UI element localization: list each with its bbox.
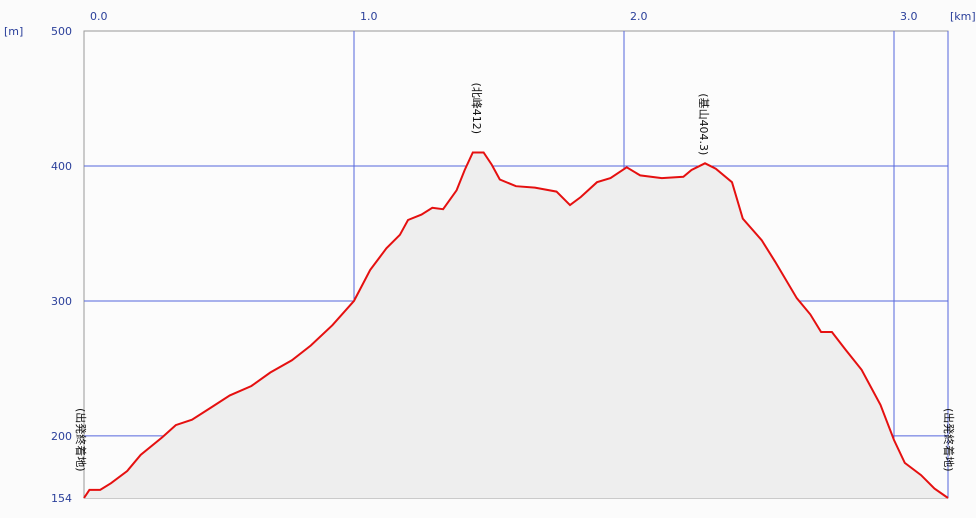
x-tick-label: 3.0 [900, 10, 918, 23]
elevation-line [83, 151, 949, 499]
y-unit-label: [m] [4, 25, 23, 38]
annotation-label: (基山404.3) [697, 93, 710, 155]
x-tick-label: 2.0 [630, 10, 648, 23]
x-unit-label: [km] [950, 10, 976, 23]
annotation-label: (北峰412) [470, 82, 483, 134]
annotation-label: (出発終着地) [74, 408, 88, 472]
y-tick-label: 200 [51, 430, 72, 443]
tick-labels: 0.0 1.0 2.0 3.0 154 200 300 400 500 [51, 10, 918, 505]
x-tick-label: 0.0 [90, 10, 108, 23]
y-tick-label: 500 [51, 25, 72, 38]
annotations: (出発終着地) (北峰412) (基山404.3) (出発終着地) [74, 82, 956, 471]
x-tick-label: 1.0 [360, 10, 378, 23]
y-tick-label: 154 [51, 492, 72, 505]
elevation-area-fill [84, 152, 948, 498]
annotation-label: (出発終着地) [942, 408, 956, 472]
y-tick-label: 300 [51, 295, 72, 308]
y-tick-label: 400 [51, 160, 72, 173]
